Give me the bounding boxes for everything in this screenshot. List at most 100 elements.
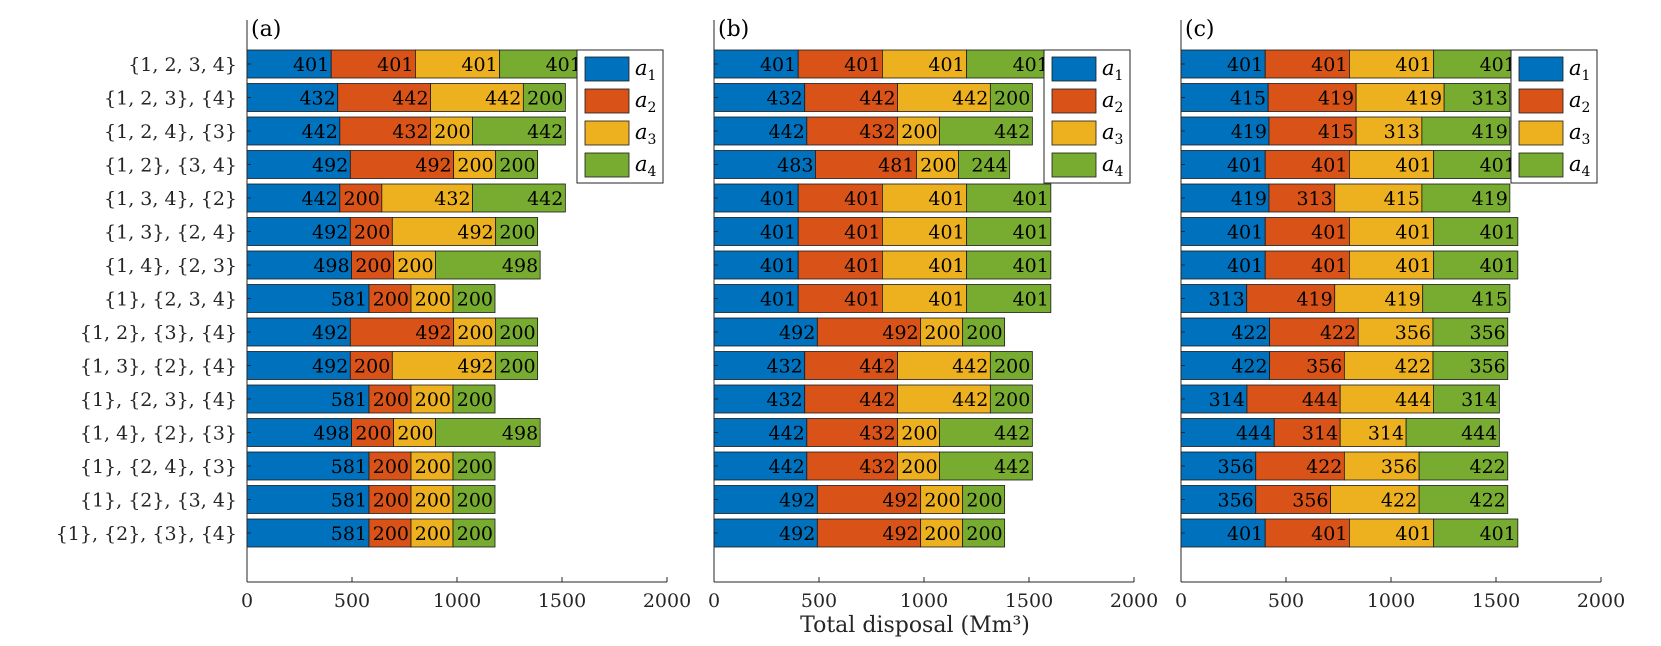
x-axis-label: Total disposal (Mm³)	[800, 613, 1030, 638]
bar-value-label: 442	[392, 88, 428, 110]
bar-segment-a3	[920, 317, 964, 347]
bar-segment-a2	[816, 485, 922, 514]
bar-segment-a2	[1264, 217, 1350, 246]
bar-value-label: 442	[859, 389, 895, 411]
bar-value-label: 401	[1311, 523, 1347, 545]
x-tick-label: 500	[801, 590, 837, 612]
legend-swatch	[1518, 120, 1564, 146]
bar-segment-a3	[1334, 284, 1424, 313]
bar-segment-a2	[1264, 518, 1350, 548]
bar-segment-a1	[713, 284, 799, 313]
x-tick-label: 1500	[538, 590, 586, 612]
legend-swatch	[1518, 152, 1564, 178]
bar-value-label: 422	[1395, 356, 1431, 378]
bar-value-label: 442	[302, 188, 338, 210]
bar-segment-a2	[797, 49, 883, 79]
bar-value-label: 444	[1302, 389, 1338, 411]
bar-value-label: 314	[1368, 423, 1404, 445]
bar-value-label: 401	[1227, 523, 1263, 545]
bar-value-label: 200	[373, 490, 409, 512]
bar-segment-a1	[713, 116, 808, 146]
bar-segment-a4	[1421, 116, 1511, 146]
bar-segment-a4	[1422, 284, 1511, 313]
bar-segment-a4	[1433, 49, 1519, 79]
bar-value-label: 314	[1461, 389, 1497, 411]
legend-entry-label: a2	[1102, 88, 1123, 116]
bar-segment-a3	[1355, 116, 1423, 146]
bar-segment-a4	[495, 317, 539, 347]
bar-segment-a2	[804, 351, 898, 380]
bar-value-label: 356	[1292, 490, 1328, 512]
x-tick-label: 0	[1175, 590, 1187, 612]
bar-segment-a4	[939, 418, 1033, 447]
bar-value-label: 419	[1384, 289, 1420, 311]
bar-segment-a3	[897, 451, 940, 481]
bar-segment-a3	[410, 518, 454, 548]
bar-value-label: 200	[966, 523, 1002, 545]
bar-value-label: 401	[928, 188, 964, 210]
bar-value-label: 401	[844, 255, 880, 277]
bar-segment-a1	[246, 83, 339, 112]
bar-value-label: 401	[1227, 54, 1263, 76]
bar-segment-a4	[1433, 518, 1519, 548]
bar-segment-a1	[1180, 116, 1270, 146]
category-labels: {1, 2, 3, 4} {1, 2, 3}, {4} {1, 2, 4}, {3}…	[56, 54, 237, 545]
bar-value-label: 442	[952, 88, 988, 110]
bar-segment-a3	[391, 351, 497, 380]
bar-segment-a2	[806, 116, 898, 146]
bar-segment-a1	[713, 518, 818, 548]
bar-value-label: 200	[457, 523, 493, 545]
bar-value-label: 200	[499, 222, 535, 244]
bar-value-label: 419	[1231, 188, 1267, 210]
bar-segment-a3	[415, 49, 501, 79]
bar-segment-a1	[1180, 518, 1266, 548]
category-label: {1, 3, 4}, {2}	[104, 188, 237, 210]
bar-value-label: 401	[928, 289, 964, 311]
bar-segment-a3	[410, 485, 454, 514]
bar-value-label: 401	[1227, 255, 1263, 277]
bar-value-label: 442	[527, 188, 563, 210]
bar-segment-a3	[897, 384, 991, 414]
bar-value-label: 432	[392, 121, 428, 143]
bar-value-label: 200	[373, 389, 409, 411]
bar-value-label: 442	[994, 423, 1030, 445]
category-label: {1, 2}, {3, 4}	[104, 155, 237, 177]
bar-value-label: 200	[901, 423, 937, 445]
bar-segment-a4	[962, 485, 1006, 514]
bar-value-label: 401	[928, 54, 964, 76]
bar-value-label: 200	[397, 423, 433, 445]
bar-value-label: 401	[1013, 188, 1049, 210]
bar-segment-a2	[797, 217, 883, 246]
bar-segment-a2	[1269, 351, 1345, 380]
bar-segment-a4	[435, 418, 541, 447]
bar-value-label: 200	[373, 456, 409, 478]
bar-value-label: 313	[1208, 289, 1244, 311]
bar-segment-a4	[939, 116, 1033, 146]
bar-segment-a2	[368, 384, 412, 414]
bar-segment-a4	[989, 384, 1033, 414]
bar-value-label: 415	[1318, 121, 1354, 143]
bar-value-label: 200	[924, 490, 960, 512]
bar-segment-a4	[939, 451, 1033, 481]
bar-value-label: 401	[1311, 255, 1347, 277]
bar-segment-a3	[897, 83, 991, 112]
bar-value-label: 442	[994, 121, 1030, 143]
bar-value-label: 401	[293, 54, 329, 76]
bar-segment-a2	[1268, 116, 1357, 146]
bar-value-label: 356	[1217, 456, 1253, 478]
bar-value-label: 444	[1236, 423, 1272, 445]
bar-segment-a2	[339, 183, 383, 213]
bar-segment-a2	[1264, 250, 1350, 280]
bar-value-label: 401	[844, 222, 880, 244]
bar-segment-a4	[1433, 250, 1519, 280]
category-label: {1, 3}, {2}, {4}	[80, 356, 237, 378]
bar-value-label: 581	[331, 389, 367, 411]
bar-segment-a2	[804, 384, 898, 414]
bar-value-label: 415	[1472, 289, 1508, 311]
bar-segment-a1	[713, 418, 808, 447]
bar-segment-a2	[1264, 49, 1350, 79]
bar-value-label: 442	[859, 356, 895, 378]
bar-value-label: 356	[1395, 322, 1431, 344]
bar-segment-a2	[368, 451, 412, 481]
x-tick-label: 1000	[433, 590, 481, 612]
